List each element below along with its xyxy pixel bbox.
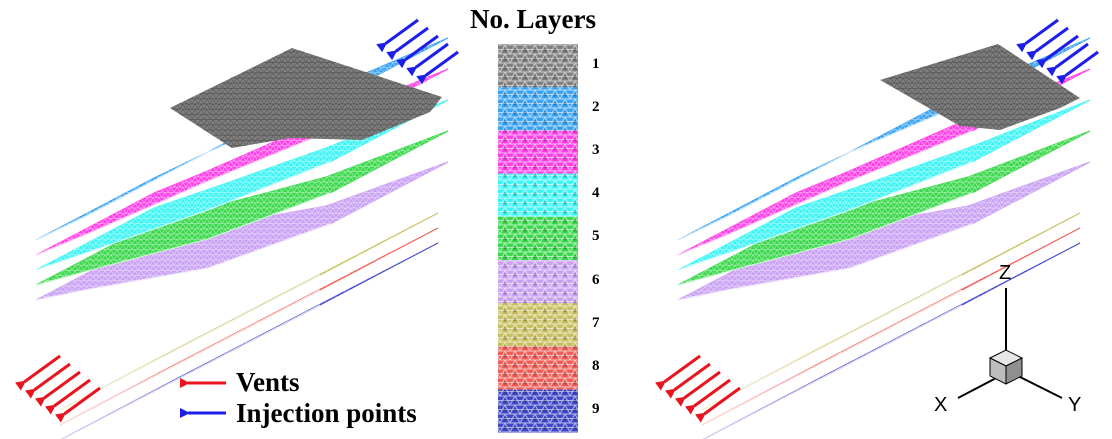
vent-arrow: [44, 378, 91, 415]
axis-y-label: Y: [1068, 394, 1082, 416]
axis-z-label: Z: [999, 262, 1012, 284]
layer-legend: [498, 44, 578, 433]
vent-arrow: [694, 386, 741, 423]
injection-arrow: [386, 26, 429, 61]
vents-label: Vents: [236, 367, 300, 397]
legend-number-1: 1: [592, 55, 600, 72]
legend-number-9: 9: [592, 401, 600, 418]
legend-number-5: 5: [592, 228, 600, 245]
injection-points-label: Injection points: [236, 398, 417, 428]
injection-arrow: [376, 18, 419, 53]
injection-arrow: [1046, 42, 1089, 77]
injection-arrow: [396, 34, 439, 69]
legend-number-4: 4: [592, 185, 600, 202]
injection-arrow: [1026, 26, 1069, 61]
vent-arrow: [684, 378, 731, 415]
legend-number-3: 3: [592, 142, 600, 158]
legend-title: No. Layers: [470, 4, 596, 34]
right-laminate: [677, 37, 1091, 439]
vent-arrow: [664, 362, 711, 399]
injection-arrow: [416, 50, 459, 85]
legend-number-2: 2: [592, 98, 600, 115]
axis-triad: [957, 288, 1063, 399]
vent-arrow: [654, 354, 701, 391]
injection-arrow: [1016, 18, 1059, 53]
vent-arrow: [674, 370, 721, 407]
left-laminate: [35, 37, 449, 439]
vent-arrow: [54, 386, 101, 423]
injection-arrow: [406, 42, 449, 77]
injection-arrow: [1036, 34, 1079, 69]
legend-number-6: 6: [592, 271, 600, 288]
legend-number-8: 8: [592, 358, 600, 374]
axis-x-label: X: [934, 394, 948, 416]
legend-number-7: 7: [592, 314, 600, 331]
vent-arrow: [24, 362, 71, 399]
flow-arrows: [14, 18, 1099, 423]
vent-arrow: [34, 370, 81, 407]
injection-arrow: [1056, 50, 1099, 85]
vent-arrow: [14, 354, 61, 391]
